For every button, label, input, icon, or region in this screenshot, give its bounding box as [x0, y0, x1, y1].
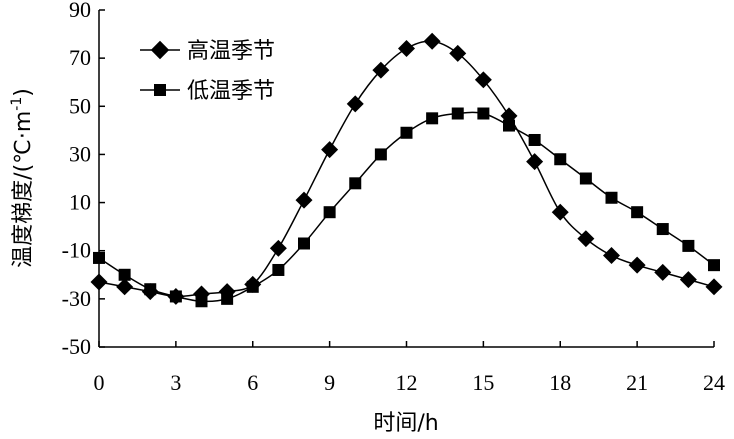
- y-axis-title: 温度梯度/(℃·m-1): [9, 88, 36, 268]
- data-point-square: [272, 263, 285, 276]
- data-point-square: [298, 237, 310, 250]
- data-point-diamond: [603, 247, 620, 265]
- data-point-square: [323, 206, 336, 219]
- data-point-diamond: [346, 95, 364, 113]
- y-tick-label: 70: [69, 45, 91, 70]
- x-tick-label: 18: [549, 370, 571, 395]
- data-point-square: [605, 191, 618, 204]
- data-point-square: [400, 126, 413, 139]
- data-point-square: [682, 239, 695, 252]
- data-point-square: [221, 292, 234, 305]
- series-diamond: [90, 32, 723, 305]
- data-point-square: [656, 223, 669, 236]
- x-tick-label: 9: [324, 370, 335, 395]
- data-point-square: [554, 153, 567, 166]
- data-point-square: [579, 172, 592, 185]
- x-tick-label: 6: [247, 370, 258, 395]
- data-point-diamond: [372, 61, 390, 79]
- svg-text:温度梯度/(℃·m-1): 温度梯度/(℃·m-1): [9, 88, 36, 268]
- data-point-diamond: [705, 278, 723, 296]
- data-point-diamond: [679, 271, 697, 289]
- data-point-square: [195, 295, 208, 308]
- data-point-diamond: [628, 256, 646, 274]
- y-axis-ticks: -50 -30 -10 10 30 50 70 90: [62, 0, 105, 359]
- x-tick-label: 12: [396, 370, 418, 395]
- data-point-diamond: [90, 273, 108, 291]
- legend-marker-high-diamond: [150, 40, 170, 60]
- data-point-square: [477, 107, 490, 120]
- x-axis-title: 时间/h: [373, 411, 438, 436]
- y-tick-label: -50: [62, 334, 91, 359]
- y-tick-label: -10: [62, 238, 91, 263]
- data-point-square: [503, 119, 515, 132]
- data-point-diamond: [321, 141, 339, 159]
- data-point-diamond: [551, 203, 569, 221]
- y-axis-title-close: ): [11, 88, 36, 97]
- y-axis-title-superscript: -1: [9, 97, 25, 111]
- data-point-square: [118, 268, 131, 281]
- x-tick-label: 3: [170, 370, 181, 395]
- legend-label-low: 低温季节: [187, 79, 275, 104]
- x-tick-label: 15: [472, 370, 494, 395]
- data-point-square: [169, 290, 182, 303]
- legend: 高温季节 低温季节: [140, 39, 275, 104]
- legend-label-high: 高温季节: [187, 39, 275, 64]
- data-point-square: [528, 133, 541, 146]
- y-tick-label: -30: [62, 286, 91, 311]
- series-layer: [90, 32, 723, 308]
- data-point-square: [93, 251, 105, 264]
- series-line: [98, 111, 715, 303]
- data-point-square: [144, 283, 157, 296]
- data-point-diamond: [295, 191, 313, 209]
- y-tick-label: 50: [69, 93, 91, 118]
- data-point-diamond: [526, 153, 544, 171]
- data-point-diamond: [423, 32, 441, 50]
- data-point-diamond: [577, 230, 595, 248]
- x-tick-label: 24: [703, 370, 725, 395]
- x-axis-ticks: 0 3 6 9 12 15 18 21 24: [94, 341, 725, 395]
- data-point-square: [631, 206, 644, 219]
- data-point-diamond: [116, 278, 134, 296]
- data-point-square: [349, 177, 362, 190]
- legend-marker-low-square: [154, 84, 166, 96]
- x-tick-label: 0: [94, 370, 105, 395]
- series-square: [93, 107, 720, 308]
- data-point-diamond: [474, 71, 492, 89]
- y-axis-title-main: 温度梯度/(℃·m: [11, 111, 36, 268]
- y-tick-label: 90: [69, 0, 91, 22]
- y-tick-label: 30: [69, 141, 91, 166]
- data-point-diamond: [654, 263, 672, 281]
- data-point-square: [451, 107, 464, 120]
- y-tick-label: 10: [69, 190, 91, 215]
- data-point-square: [374, 148, 387, 161]
- x-tick-label: 21: [626, 370, 648, 395]
- data-point-diamond: [398, 40, 415, 57]
- data-point-square: [246, 280, 259, 293]
- data-point-square: [708, 259, 720, 272]
- data-point-square: [426, 112, 439, 125]
- data-point-diamond: [269, 239, 287, 257]
